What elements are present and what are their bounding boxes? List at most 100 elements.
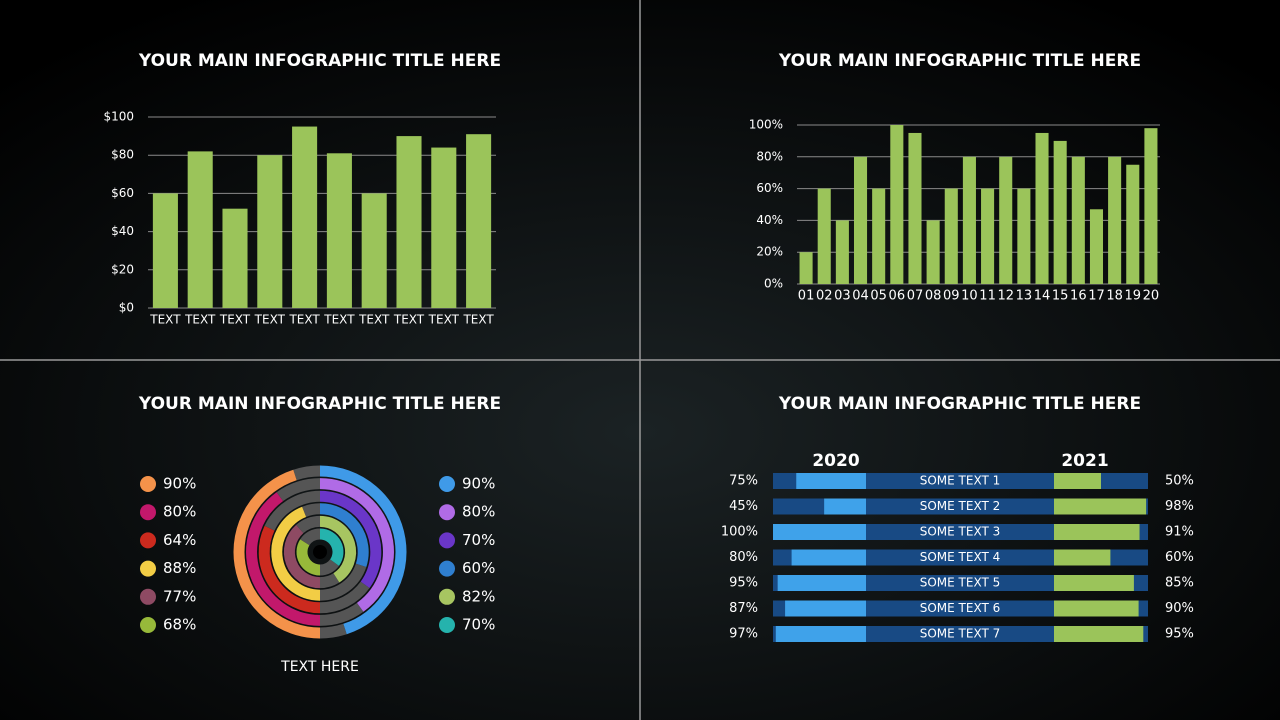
chart-title: YOUR MAIN INFOGRAPHIC TITLE HERE (138, 51, 501, 71)
x-tick-label: 19 (1125, 289, 1142, 304)
y-tick-label: 20% (756, 245, 783, 259)
y-tick-label: $100 (103, 110, 134, 124)
value-label: 87% (729, 601, 758, 616)
legend-label: 77% (163, 587, 196, 605)
bar (187, 151, 213, 308)
ring-track (319, 581, 370, 614)
chart-title: YOUR MAIN INFOGRAPHIC TITLE HERE (778, 51, 1141, 71)
x-tick-label: 18 (1106, 289, 1123, 304)
chart-label: TEXT HERE (280, 659, 359, 675)
bar (1017, 188, 1031, 284)
bar (835, 220, 849, 284)
bar (1089, 209, 1104, 284)
ring-track (300, 528, 321, 546)
bar (981, 188, 995, 284)
bar (817, 188, 831, 284)
x-tick-label: TEXT (219, 313, 251, 327)
bar (1054, 473, 1101, 489)
y-tick-label: 40% (756, 213, 783, 227)
x-tick-label: TEXT (149, 313, 181, 327)
legend-label: 68% (163, 616, 196, 634)
bar (999, 156, 1013, 284)
bar (1054, 575, 1134, 591)
row-label: SOME TEXT 1 (920, 474, 1001, 488)
value-label: 85% (1165, 576, 1194, 591)
legend-swatch (140, 504, 156, 521)
bar (962, 156, 976, 284)
bar (361, 193, 387, 308)
value-label: 60% (1165, 550, 1194, 565)
bar (944, 188, 958, 284)
value-label: 91% (1165, 525, 1194, 540)
x-tick-label: 17 (1088, 289, 1105, 304)
series-header: 2021 (1061, 451, 1108, 471)
bar (1054, 549, 1111, 566)
x-tick-label: TEXT (393, 313, 425, 327)
x-tick-label: 03 (834, 289, 851, 304)
x-tick-label: TEXT (184, 313, 216, 327)
x-tick-label: 06 (889, 289, 906, 304)
bar (796, 473, 866, 489)
bar (785, 600, 866, 617)
value-label: 98% (1165, 499, 1194, 514)
value-label: 75% (729, 474, 758, 489)
legend-label: 90% (462, 475, 495, 493)
y-tick-label: 80% (756, 149, 783, 163)
bar (853, 156, 868, 284)
legend-label: 70% (462, 616, 495, 634)
bar (908, 132, 922, 284)
y-tick-label: $40 (111, 224, 134, 238)
x-tick-label: 20 (1143, 289, 1160, 304)
bar (824, 498, 866, 515)
legend-label: 88% (163, 559, 196, 577)
ring-arc (296, 539, 321, 576)
legend-swatch (439, 560, 455, 577)
value-label: 90% (1165, 601, 1194, 616)
legend-swatch (140, 617, 156, 633)
x-tick-label: 13 (1016, 289, 1033, 304)
ring-track (319, 558, 340, 576)
legend-label: 82% (462, 587, 495, 605)
bar (326, 153, 352, 308)
bar (1035, 132, 1049, 284)
value-label: 45% (729, 499, 758, 514)
legend-label: 90% (163, 475, 196, 493)
ring-arc (258, 525, 321, 614)
ring-arc (319, 465, 407, 635)
ring-track (302, 503, 321, 518)
legend-swatch (140, 560, 156, 577)
ring-track (296, 515, 321, 534)
ring-track (293, 465, 321, 481)
bar (1071, 156, 1085, 284)
legend-label: 80% (163, 503, 196, 521)
bar (1054, 600, 1139, 617)
ring-arc (319, 503, 369, 568)
x-tick-label: 12 (997, 289, 1014, 304)
bar (257, 155, 283, 308)
value-label: 80% (729, 550, 758, 565)
value-label: 100% (721, 525, 758, 540)
bar (1054, 524, 1140, 540)
ring-arc (271, 506, 321, 601)
series-header: 2020 (812, 451, 859, 471)
bar (1108, 156, 1122, 284)
value-label: 97% (729, 627, 758, 642)
legend-label: 64% (163, 531, 196, 549)
ring-arc (246, 492, 321, 626)
row-label: SOME TEXT 4 (920, 550, 1001, 564)
ring-track (319, 563, 367, 601)
bar (777, 575, 866, 591)
bar (799, 252, 813, 284)
ring-arc (319, 490, 382, 589)
bar (890, 125, 904, 284)
legend-swatch (439, 504, 455, 521)
bar (1054, 626, 1144, 642)
row-label: SOME TEXT 7 (920, 627, 1001, 641)
legend-label: 80% (462, 503, 495, 521)
y-tick-label: $80 (111, 148, 134, 162)
bar (1053, 140, 1067, 284)
ring-track (276, 478, 321, 502)
legend-swatch (439, 476, 455, 492)
y-tick-label: $20 (111, 262, 134, 276)
